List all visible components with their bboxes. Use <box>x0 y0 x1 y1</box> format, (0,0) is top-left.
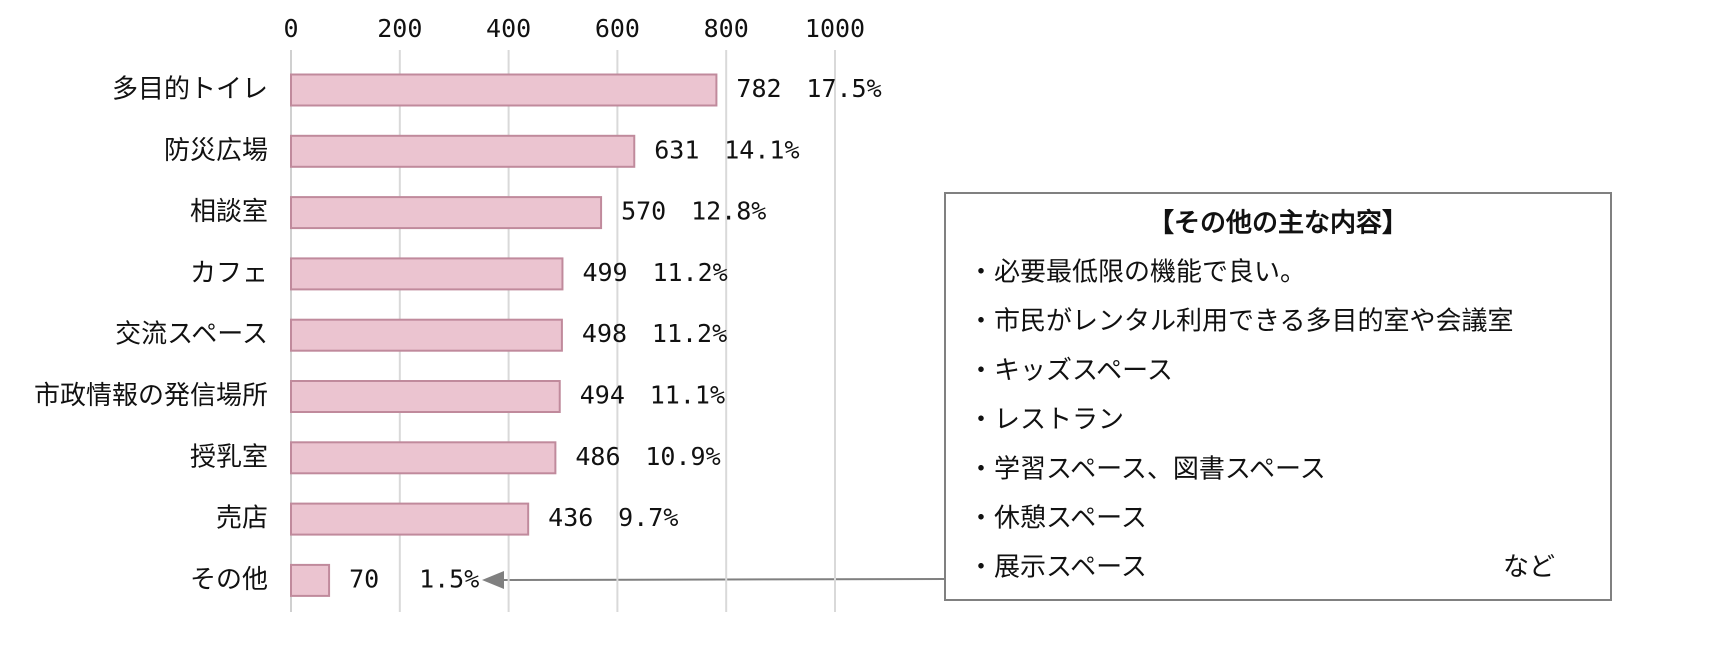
bar <box>290 441 557 475</box>
x-tick-label: 1000 <box>805 14 865 43</box>
percent-label: 1.5% <box>419 564 479 593</box>
value-label: 570 <box>621 197 666 226</box>
annotation-item: ・必要最低限の機能で良い。 <box>968 258 1306 288</box>
y-tick-label: 相談室 <box>190 197 268 227</box>
value-label: 631 <box>654 135 699 164</box>
annotation-suffix: など <box>1503 553 1555 583</box>
bar <box>290 134 636 168</box>
annotation-item: ・展示スペース <box>968 553 1147 583</box>
x-tick-label: 400 <box>486 14 531 43</box>
bar <box>290 73 718 107</box>
y-tick-label: その他 <box>190 565 268 595</box>
percent-label: 17.5% <box>806 74 881 103</box>
x-tick-label: 800 <box>704 14 749 43</box>
annotation-item: ・市民がレンタル利用できる多目的室や会議室 <box>968 307 1513 337</box>
annotation-title: 【その他の主な内容】 <box>1148 208 1408 239</box>
value-label: 499 <box>582 258 627 287</box>
percent-label: 11.2% <box>652 258 727 287</box>
y-tick-label: 防災広場 <box>164 136 268 166</box>
annotation-arrow <box>499 578 946 581</box>
percent-label: 11.2% <box>652 319 727 348</box>
percent-label: 12.8% <box>691 197 766 226</box>
annotation-item: ・学習スペース、図書スペース <box>968 454 1326 484</box>
value-label: 70 <box>349 564 379 593</box>
percent-label: 10.9% <box>645 442 720 471</box>
bar <box>290 502 530 536</box>
bar <box>290 318 563 352</box>
annotation-item: ・キッズスペース <box>968 356 1173 386</box>
bar <box>290 257 564 291</box>
value-label: 498 <box>582 319 627 348</box>
x-tick-label: 600 <box>595 14 640 43</box>
x-tick-label: 200 <box>377 14 422 43</box>
value-label: 494 <box>580 381 625 410</box>
percent-label: 11.1% <box>650 381 725 410</box>
bar <box>290 196 603 230</box>
y-tick-label: 交流スペース <box>115 320 268 350</box>
annotation-item: ・レストラン <box>968 405 1124 435</box>
bar <box>290 380 561 413</box>
annotation-box <box>944 192 1612 601</box>
x-tick-label: 0 <box>283 14 298 43</box>
y-tick-label: 授乳室 <box>190 442 268 472</box>
value-label: 486 <box>575 442 620 471</box>
percent-label: 9.7% <box>618 503 678 532</box>
y-tick-label: 売店 <box>216 504 268 534</box>
bar <box>290 563 331 597</box>
y-tick-label: 市政情報の発信場所 <box>34 381 268 411</box>
value-label: 782 <box>736 74 781 103</box>
value-label: 436 <box>548 503 593 532</box>
y-tick-label: 多目的トイレ <box>112 75 268 105</box>
y-tick-label: カフェ <box>190 258 268 288</box>
annotation-item: ・休憩スペース <box>968 504 1147 534</box>
percent-label: 14.1% <box>724 135 799 164</box>
arrow-head <box>482 571 504 589</box>
